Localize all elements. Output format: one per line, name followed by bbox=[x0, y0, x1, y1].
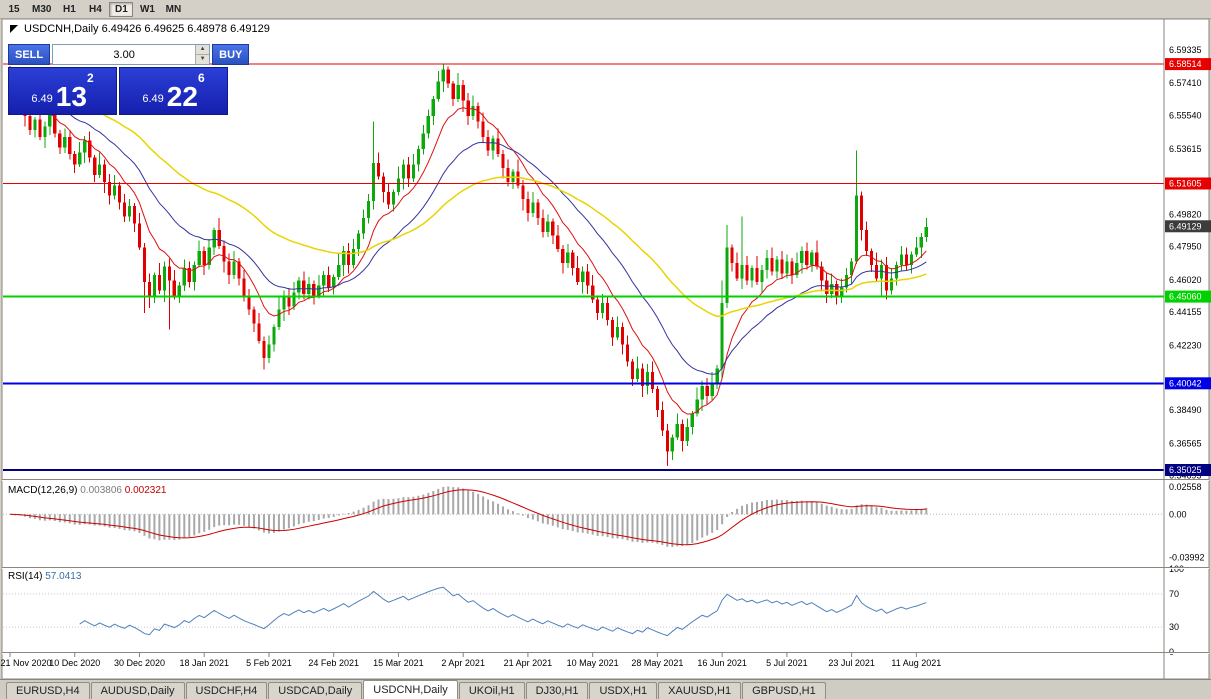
svg-text:10 May 2021: 10 May 2021 bbox=[567, 658, 619, 668]
price-badge-6.35025: 6.35025 bbox=[1165, 464, 1211, 477]
macd-label-name: MACD(12,26,9) bbox=[8, 485, 78, 496]
price-badge-6.51605: 6.51605 bbox=[1165, 177, 1211, 190]
buy-price-big: 22 bbox=[166, 81, 198, 112]
svg-text:15 Mar 2021: 15 Mar 2021 bbox=[373, 658, 424, 668]
svg-text:6.53615: 6.53615 bbox=[1169, 144, 1202, 154]
macd-pane: 0.02558 0.00 -0.03992 bbox=[3, 482, 1205, 562]
price-axis: 6.59335 6.57410 6.55540 6.53615 6.49820 6.479… bbox=[1169, 45, 1202, 481]
ma-10-line bbox=[9, 86, 927, 415]
svg-text:6.38490: 6.38490 bbox=[1169, 405, 1202, 415]
svg-text:6.49129: 6.49129 bbox=[1169, 221, 1202, 231]
macd-label-value1: 0.003806 bbox=[80, 485, 122, 496]
tab-usdcad-daily[interactable]: USDCAD,Daily bbox=[268, 682, 363, 699]
svg-text:21 Nov 2020: 21 Nov 2020 bbox=[0, 658, 51, 668]
svg-text:6.47950: 6.47950 bbox=[1169, 242, 1202, 252]
volume-up-button[interactable]: ▲ bbox=[196, 45, 210, 54]
price-badge-6.45060: 6.45060 bbox=[1165, 290, 1211, 303]
svg-text:28 May 2021: 28 May 2021 bbox=[631, 658, 683, 668]
price-badge-6.49129: 6.49129 bbox=[1165, 220, 1211, 233]
tab-usdchf-h4[interactable]: USDCHF,H4 bbox=[185, 682, 268, 699]
svg-text:23 Jul 2021: 23 Jul 2021 bbox=[828, 658, 875, 668]
svg-text:6.44155: 6.44155 bbox=[1169, 307, 1202, 317]
svg-text:6.36565: 6.36565 bbox=[1169, 438, 1202, 448]
one-click-trade-panel: SELL ▲ ▼ BUY 6.49 13 2 6.49 22 6 bbox=[8, 44, 250, 115]
chart-shift-icon bbox=[10, 25, 18, 33]
sell-button[interactable]: SELL bbox=[8, 44, 51, 65]
rsi-label-value: 57.0413 bbox=[45, 571, 82, 582]
timeframe-button-w1[interactable]: W1 bbox=[135, 2, 159, 17]
svg-text:6.51605: 6.51605 bbox=[1169, 178, 1202, 188]
sell-price-prefix: 6.49 bbox=[31, 93, 53, 105]
buy-price-sup: 6 bbox=[197, 71, 205, 85]
svg-text:70: 70 bbox=[1169, 589, 1179, 599]
tab-usdcnh-daily[interactable]: USDCNH,Daily bbox=[363, 680, 458, 699]
sell-price-sup: 2 bbox=[86, 71, 94, 85]
buy-button[interactable]: BUY bbox=[212, 44, 250, 65]
timeframe-button-15[interactable]: 15 bbox=[2, 2, 26, 17]
timeframe-button-m30[interactable]: M30 bbox=[28, 2, 55, 17]
svg-text:16 Jun 2021: 16 Jun 2021 bbox=[697, 658, 747, 668]
price-badge-6.58514: 6.58514 bbox=[1165, 58, 1211, 71]
tab-eurusd-h4[interactable]: EURUSD,H4 bbox=[6, 682, 90, 699]
svg-text:24 Feb 2021: 24 Feb 2021 bbox=[308, 658, 359, 668]
chart-background bbox=[1, 18, 1210, 680]
macd-label: MACD(12,26,9) 0.003806 0.002321 bbox=[8, 485, 166, 496]
ma-24-line bbox=[9, 86, 927, 375]
svg-text:6.57410: 6.57410 bbox=[1169, 78, 1202, 88]
sell-price-big: 13 bbox=[55, 81, 87, 112]
svg-text:2 Apr 2021: 2 Apr 2021 bbox=[441, 658, 485, 668]
svg-text:0.02558: 0.02558 bbox=[1169, 482, 1202, 492]
ma-55-line bbox=[9, 86, 927, 318]
tab-audusd-daily[interactable]: AUDUSD,Daily bbox=[90, 682, 185, 699]
tab-dj30-h1[interactable]: DJ30,H1 bbox=[525, 682, 589, 699]
sell-price-box[interactable]: 6.49 13 2 bbox=[8, 67, 117, 115]
macd-label-value2: 0.002321 bbox=[124, 485, 167, 496]
svg-text:6.45060: 6.45060 bbox=[1169, 292, 1202, 302]
volume-spinner: ▲ ▼ bbox=[195, 45, 210, 64]
svg-text:30: 30 bbox=[1169, 622, 1179, 632]
timeframe-button-h1[interactable]: H1 bbox=[57, 2, 81, 17]
svg-text:6.55540: 6.55540 bbox=[1169, 110, 1202, 120]
timeframe-button-h4[interactable]: H4 bbox=[83, 2, 107, 17]
tab-usdx-h1[interactable]: USDX,H1 bbox=[589, 682, 658, 699]
chart-title: USDCNH,Daily 6.49426 6.49625 6.48978 6.4… bbox=[10, 23, 270, 35]
svg-text:6.40042: 6.40042 bbox=[1169, 378, 1202, 388]
tab-ukoil-h1[interactable]: UKOil,H1 bbox=[458, 682, 525, 699]
price-badge-6.40042: 6.40042 bbox=[1165, 377, 1211, 390]
svg-text:6.59335: 6.59335 bbox=[1169, 45, 1202, 55]
volume-input[interactable] bbox=[53, 45, 196, 64]
rsi-label: RSI(14) 57.0413 bbox=[8, 571, 81, 582]
timeframe-button-d1[interactable]: D1 bbox=[109, 1, 134, 17]
svg-text:21 Apr 2021: 21 Apr 2021 bbox=[504, 658, 553, 668]
tab-gbpusd-h1[interactable]: GBPUSD,H1 bbox=[742, 682, 826, 699]
tab-xauusd-h1[interactable]: XAUUSD,H1 bbox=[658, 682, 742, 699]
svg-text:6.46020: 6.46020 bbox=[1169, 275, 1202, 285]
svg-text:18 Jan 2021: 18 Jan 2021 bbox=[179, 658, 229, 668]
volume-down-button[interactable]: ▼ bbox=[196, 54, 210, 64]
svg-text:11 Aug 2021: 11 Aug 2021 bbox=[891, 658, 941, 668]
buy-price-box[interactable]: 6.49 22 6 bbox=[119, 67, 228, 115]
chart-tabbar: EURUSD,H4 AUDUSD,Daily USDCHF,H4 USDCAD,Dai… bbox=[0, 679, 1211, 699]
pane-separators[interactable] bbox=[2, 19, 1209, 679]
svg-text:0.00: 0.00 bbox=[1169, 509, 1187, 519]
svg-text:6.49820: 6.49820 bbox=[1169, 209, 1202, 219]
svg-text:6.58514: 6.58514 bbox=[1169, 59, 1202, 69]
svg-text:-0.03992: -0.03992 bbox=[1169, 552, 1205, 562]
svg-text:6.35025: 6.35025 bbox=[1169, 465, 1202, 475]
svg-text:6.42230: 6.42230 bbox=[1169, 340, 1202, 350]
svg-text:5 Feb 2021: 5 Feb 2021 bbox=[246, 658, 292, 668]
chart-title-text: USDCNH,Daily 6.49426 6.49625 6.48978 6.4… bbox=[24, 23, 270, 35]
svg-text:30 Dec 2020: 30 Dec 2020 bbox=[114, 658, 165, 668]
svg-text:10 Dec 2020: 10 Dec 2020 bbox=[49, 658, 100, 668]
svg-text:5 Jul 2021: 5 Jul 2021 bbox=[766, 658, 808, 668]
buy-price-prefix: 6.49 bbox=[142, 93, 164, 105]
rsi-label-name: RSI(14) bbox=[8, 571, 43, 582]
timeframe-button-mn[interactable]: MN bbox=[161, 2, 185, 17]
volume-field[interactable]: ▲ ▼ bbox=[52, 44, 211, 65]
timeframe-toolbar: 15 M30 H1 H4 D1 W1 MN bbox=[0, 0, 1211, 19]
